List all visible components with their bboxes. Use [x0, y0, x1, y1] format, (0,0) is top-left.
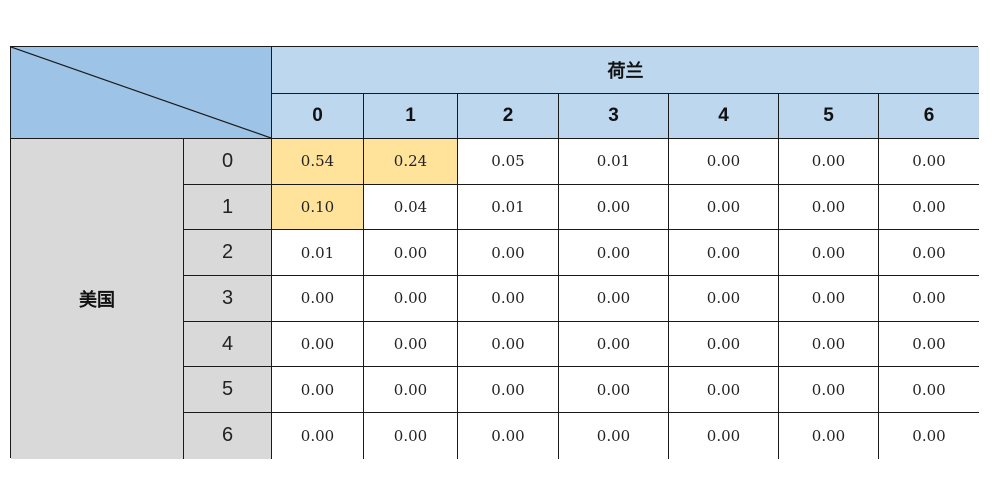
column-header: 5 — [779, 94, 879, 139]
row-header: 4 — [184, 321, 272, 368]
row-header: 6 — [184, 413, 272, 459]
table-cell: 0.00 — [779, 139, 879, 185]
table-cell: 0.05 — [458, 139, 559, 185]
table-cell: 0.04 — [364, 184, 458, 231]
table-cell: 0.00 — [559, 184, 669, 231]
table-cell: 0.00 — [779, 367, 879, 414]
table-cell: 0.00 — [669, 139, 779, 185]
table-cell: 0.01 — [272, 230, 364, 277]
column-header: 0 — [272, 94, 364, 139]
column-header: 4 — [669, 94, 779, 139]
diagonal-line — [11, 47, 271, 138]
table-cell: 0.00 — [669, 276, 779, 322]
table-cell: 0.00 — [559, 230, 669, 277]
table-cell: 0.00 — [779, 413, 879, 459]
table-cell: 0.00 — [559, 367, 669, 414]
row-header: 2 — [184, 230, 272, 277]
table-cell: 0.00 — [669, 184, 779, 231]
row-group-header: 美国 — [11, 139, 184, 459]
table-cell: 0.00 — [458, 367, 559, 414]
table-cell: 0.00 — [669, 321, 779, 368]
table-cell: 0.00 — [272, 321, 364, 368]
table-cell: 0.00 — [879, 184, 979, 231]
corner-cell — [11, 47, 272, 139]
column-group-header: 荷兰 — [272, 47, 979, 94]
table-cell: 0.00 — [779, 321, 879, 368]
table-cell: 0.00 — [364, 276, 458, 322]
table-cell: 0.00 — [669, 230, 779, 277]
table-cell: 0.00 — [559, 413, 669, 459]
table-cell: 0.00 — [879, 230, 979, 277]
row-header: 3 — [184, 276, 272, 322]
table-cell: 0.00 — [458, 321, 559, 368]
table-cell: 0.00 — [364, 321, 458, 368]
table-cell: 0.00 — [272, 367, 364, 414]
column-header: 3 — [559, 94, 669, 139]
table-cell: 0.00 — [879, 321, 979, 368]
table-cell: 0.10 — [272, 184, 364, 231]
table-cell: 0.00 — [458, 276, 559, 322]
table-cell: 0.00 — [272, 413, 364, 459]
table-cell: 0.01 — [458, 184, 559, 231]
column-header: 2 — [458, 94, 559, 139]
table-cell: 0.00 — [879, 139, 979, 185]
table-cell: 0.24 — [364, 139, 458, 185]
column-header: 1 — [364, 94, 458, 139]
table-cell: 0.00 — [779, 230, 879, 277]
table-cell: 0.00 — [879, 413, 979, 459]
table-cell: 0.00 — [458, 230, 559, 277]
table-cell: 0.00 — [559, 276, 669, 322]
score-probability-table: 荷兰 美国 0 1 2 3 4 5 6 0 0.54 0.24 0.05 0.01 0.00 0.00 0.… — [10, 46, 979, 459]
table-cell: 0.00 — [364, 367, 458, 414]
table-cell: 0.00 — [879, 276, 979, 322]
table-cell: 0.00 — [669, 367, 779, 414]
table-cell: 0.00 — [669, 413, 779, 459]
table-cell: 0.00 — [458, 413, 559, 459]
table-cell: 0.00 — [272, 276, 364, 322]
row-header: 0 — [184, 139, 272, 185]
table-cell: 0.00 — [779, 276, 879, 322]
column-header: 6 — [879, 94, 979, 139]
table-cell: 0.54 — [272, 139, 364, 185]
row-header: 1 — [184, 184, 272, 231]
table-cell: 0.00 — [364, 230, 458, 277]
row-header: 5 — [184, 367, 272, 414]
table-cell: 0.01 — [559, 139, 669, 185]
table-cell: 0.00 — [779, 184, 879, 231]
table-cell: 0.00 — [559, 321, 669, 368]
table-cell: 0.00 — [364, 413, 458, 459]
table-cell: 0.00 — [879, 367, 979, 414]
